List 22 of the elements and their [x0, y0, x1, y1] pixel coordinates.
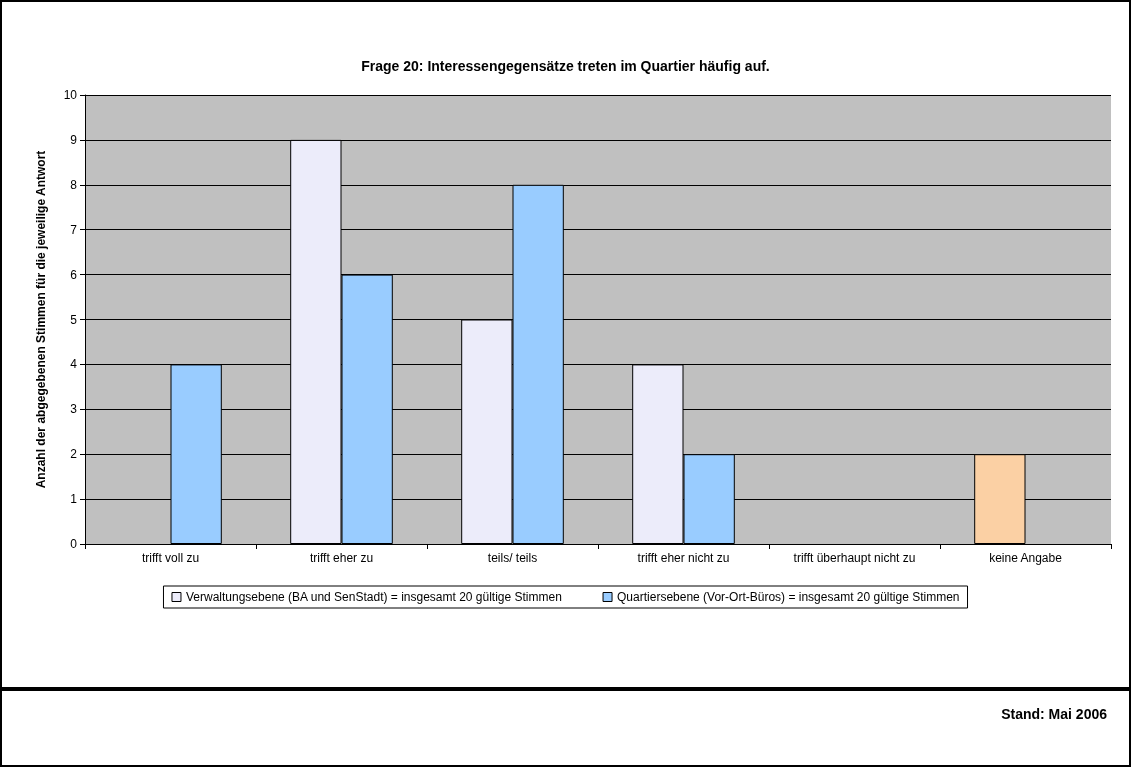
y-axis-title: Anzahl der abgegebenen Stimmen für die jeweilige Antwort: [34, 150, 48, 489]
x-tick-label: trifft voll zu: [141, 551, 200, 565]
y-tick-label: 0: [70, 537, 78, 551]
x-tick-label: trifft eher nicht zu: [637, 551, 730, 565]
x-tick-label: trifft eher zu: [309, 551, 374, 565]
chart-title: Frage 20: Interessengegensätze treten im Quartier häufig auf.: [361, 58, 770, 74]
text: Stand: Mai 2006: [1001, 706, 1107, 722]
x-tick-label: keine Angabe: [989, 551, 1063, 565]
y-tick-label: 9: [70, 132, 78, 147]
x-tick-label: teils/ teils: [487, 551, 538, 565]
y-tick-label: 5: [70, 312, 78, 327]
legend-label: Verwaltungsebene (BA und SenStadt) = insgesamt 20 gültige Stimmen: [185, 590, 562, 604]
y-tick-label: 10: [63, 88, 78, 102]
y-tick-label: 3: [70, 402, 78, 417]
x-tick-label: trifft überhaupt nicht zu: [793, 551, 916, 565]
y-tick-label: 4: [70, 357, 78, 372]
legend-label: Quartiersebene (Vor-Ort-Büros) = insgesamt 20 gültige Stimmen: [617, 590, 960, 604]
y-tick-label: 2: [70, 447, 78, 462]
y-tick-label: 1: [70, 492, 78, 507]
y-tick-label: 7: [70, 222, 78, 237]
y-tick-label: 6: [70, 267, 78, 282]
y-tick-label: 8: [70, 177, 78, 192]
